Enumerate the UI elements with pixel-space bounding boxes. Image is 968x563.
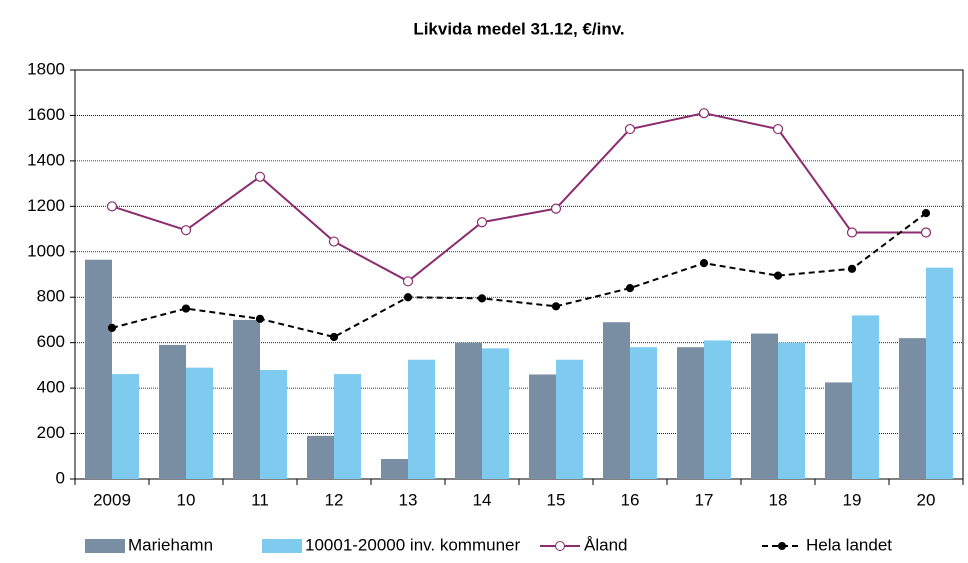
point <box>772 123 784 135</box>
x-tick-label: 11 <box>251 490 269 509</box>
point <box>180 225 192 236</box>
x-tick-label: 10 <box>177 490 196 509</box>
x-tick-label: 19 <box>843 490 862 509</box>
bar <box>603 322 630 479</box>
point <box>255 314 265 323</box>
point <box>921 209 931 218</box>
bar <box>112 374 139 479</box>
bar <box>899 338 926 479</box>
bar <box>926 267 953 479</box>
x-tick-label: 18 <box>769 490 788 509</box>
legend-label: Mariehamn <box>128 535 213 554</box>
bar <box>334 374 361 479</box>
legend-label: 10001-20000 inv. kommuner <box>305 535 520 554</box>
bar <box>751 333 778 479</box>
legend-label: Hela landet <box>806 535 892 554</box>
y-tick-label: 1600 <box>27 105 65 124</box>
legend-swatch <box>262 539 302 553</box>
point <box>846 227 858 238</box>
point <box>773 271 783 280</box>
point <box>107 323 117 332</box>
point <box>698 108 710 119</box>
point <box>476 217 488 228</box>
bar <box>381 459 408 479</box>
bar <box>186 367 213 479</box>
point <box>329 332 339 342</box>
bar <box>778 342 805 479</box>
point <box>847 264 857 273</box>
point <box>403 293 413 302</box>
point <box>106 201 118 212</box>
bar <box>482 348 509 479</box>
bar <box>556 359 583 479</box>
y-tick-label: 1200 <box>27 196 65 215</box>
point <box>477 294 487 303</box>
bar <box>85 259 112 479</box>
x-tick-label: 20 <box>917 490 936 509</box>
chart-title: Likvida medel 31.12, €/inv. <box>413 19 624 38</box>
line <box>111 212 927 339</box>
bar <box>825 382 852 479</box>
x-tick-label: 16 <box>621 490 640 509</box>
y-tick-label: 1000 <box>27 241 65 260</box>
point <box>254 171 266 182</box>
bar <box>630 347 657 479</box>
x-tick-label: 12 <box>325 490 344 509</box>
bar <box>677 347 704 479</box>
y-tick-label: 1800 <box>27 59 65 78</box>
y-tick-label: 1400 <box>27 150 65 169</box>
point <box>402 276 414 287</box>
point <box>181 304 191 313</box>
bar <box>852 315 879 479</box>
legend-label: Åland <box>584 535 627 554</box>
y-tick-label: 600 <box>37 332 65 351</box>
bar <box>408 359 435 479</box>
x-tick-label: 14 <box>473 490 492 509</box>
bar <box>159 344 186 479</box>
legend-swatch <box>85 539 125 553</box>
y-tick-label: 800 <box>37 287 65 306</box>
y-tick-label: 0 <box>56 468 65 487</box>
point <box>551 302 561 311</box>
point <box>328 236 340 247</box>
x-tick-label: 17 <box>695 490 714 509</box>
point <box>699 259 709 268</box>
legend-marker <box>778 542 786 550</box>
bar <box>233 319 260 479</box>
point <box>920 227 932 238</box>
x-tick-label: 13 <box>399 490 418 509</box>
bar <box>307 435 334 479</box>
legend-marker <box>555 541 565 551</box>
y-tick-label: 200 <box>37 423 65 442</box>
bar <box>529 374 556 479</box>
point <box>624 123 636 135</box>
x-tick-label: 2009 <box>93 490 131 509</box>
point <box>625 284 635 293</box>
bar <box>704 340 731 479</box>
bar <box>455 342 482 479</box>
line <box>111 112 926 283</box>
point <box>550 203 562 214</box>
x-tick-label: 15 <box>547 490 566 509</box>
bar <box>260 369 287 479</box>
y-tick-label: 400 <box>37 378 65 397</box>
